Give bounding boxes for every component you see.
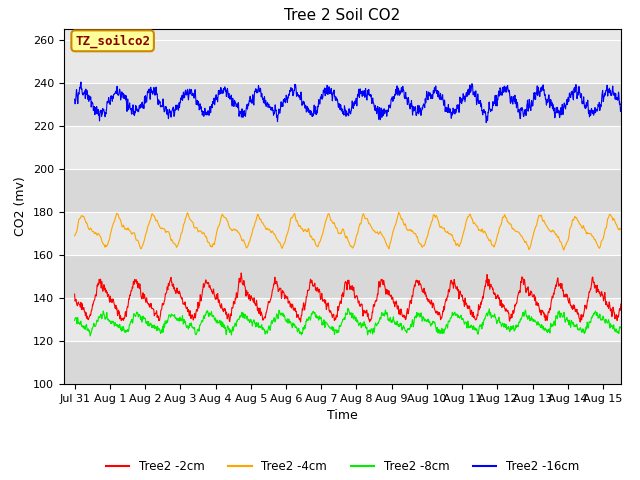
Tree2 -16cm [617, 105, 625, 111]
Tree2 -16cm [399, 88, 406, 94]
Tree2 -4cm [170, 240, 178, 246]
Tree2 -4cm [617, 227, 625, 232]
Text: TZ_soilco2: TZ_soilco2 [75, 34, 150, 48]
Tree2 -2cm [237, 270, 245, 276]
Tree2 -8cm [617, 324, 625, 330]
Bar [64, 83, 621, 126]
Tree2 -16cm [426, 90, 434, 96]
Tree2 -4cm [520, 237, 527, 243]
Line: Tree2 -8cm: Tree2 -8cm [75, 308, 621, 336]
Bar [64, 341, 621, 384]
Tree2 -16cm [77, 79, 84, 85]
Tree2 -4cm [280, 242, 287, 248]
Tree2 -16cm [520, 113, 528, 119]
Tree2 -16cm [479, 109, 486, 115]
Line: Tree2 -16cm: Tree2 -16cm [75, 82, 621, 122]
Line: Tree2 -2cm: Tree2 -2cm [75, 273, 621, 322]
Tree2 -8cm [170, 313, 178, 319]
Bar [64, 39, 621, 83]
Tree2 -2cm [170, 285, 178, 291]
Tree2 -8cm [71, 318, 79, 324]
Tree2 -8cm [426, 320, 434, 326]
Tree2 -4cm [399, 216, 406, 222]
Tree2 -8cm [479, 320, 486, 326]
Tree2 -2cm [280, 289, 287, 295]
Tree2 -16cm [280, 97, 287, 103]
Tree2 -8cm [344, 305, 352, 311]
Tree2 -8cm [86, 333, 94, 339]
Tree2 -2cm [399, 313, 406, 319]
Tree2 -2cm [617, 301, 625, 307]
Tree2 -4cm [395, 210, 403, 216]
Tree2 -8cm [520, 313, 528, 319]
Bar [64, 298, 621, 341]
Tree2 -16cm [483, 120, 490, 125]
Tree2 -4cm [71, 233, 79, 239]
Tree2 -8cm [399, 325, 406, 331]
Bar [64, 255, 621, 298]
Tree2 -4cm [479, 226, 486, 232]
X-axis label: Time: Time [327, 409, 358, 422]
Bar [64, 169, 621, 212]
Tree2 -2cm [479, 297, 486, 302]
Bar [64, 126, 621, 169]
Tree2 -16cm [71, 96, 79, 102]
Tree2 -2cm [426, 300, 434, 306]
Tree2 -4cm [426, 224, 434, 230]
Legend: Tree2 -2cm, Tree2 -4cm, Tree2 -8cm, Tree2 -16cm: Tree2 -2cm, Tree2 -4cm, Tree2 -8cm, Tree… [101, 455, 584, 478]
Title: Tree 2 Soil CO2: Tree 2 Soil CO2 [284, 9, 401, 24]
Tree2 -2cm [520, 280, 527, 286]
Y-axis label: CO2 (mv): CO2 (mv) [15, 177, 28, 236]
Tree2 -2cm [71, 291, 79, 297]
Tree2 -4cm [560, 247, 568, 253]
Tree2 -2cm [576, 319, 584, 325]
Tree2 -16cm [170, 113, 178, 119]
Line: Tree2 -4cm: Tree2 -4cm [75, 213, 621, 250]
Bar [64, 212, 621, 255]
Tree2 -8cm [280, 313, 287, 319]
